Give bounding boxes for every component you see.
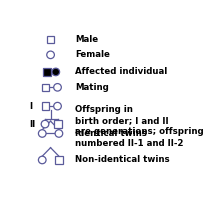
Bar (55, 156, 63, 164)
Text: Identical twins: Identical twins (75, 129, 147, 138)
Circle shape (41, 120, 49, 128)
Bar (54, 120, 62, 128)
Circle shape (47, 51, 54, 59)
Text: Non-identical twins: Non-identical twins (75, 155, 170, 165)
Text: Mating: Mating (75, 83, 109, 92)
Text: Affected individual: Affected individual (75, 67, 167, 76)
Text: Male: Male (75, 35, 98, 44)
Text: II: II (29, 120, 35, 129)
Circle shape (39, 156, 46, 164)
Circle shape (55, 130, 63, 137)
Text: Offspring in
birth order; I and II
are generations; offspring
numbered II-1 and : Offspring in birth order; I and II are g… (75, 105, 203, 148)
Bar (41, 102, 49, 110)
Circle shape (52, 68, 60, 76)
Bar (41, 83, 49, 91)
Circle shape (54, 102, 61, 110)
Bar (43, 68, 51, 76)
Circle shape (54, 83, 61, 91)
Text: Female: Female (75, 50, 110, 59)
Text: I: I (29, 102, 32, 111)
Bar (47, 36, 54, 43)
Circle shape (39, 130, 46, 137)
